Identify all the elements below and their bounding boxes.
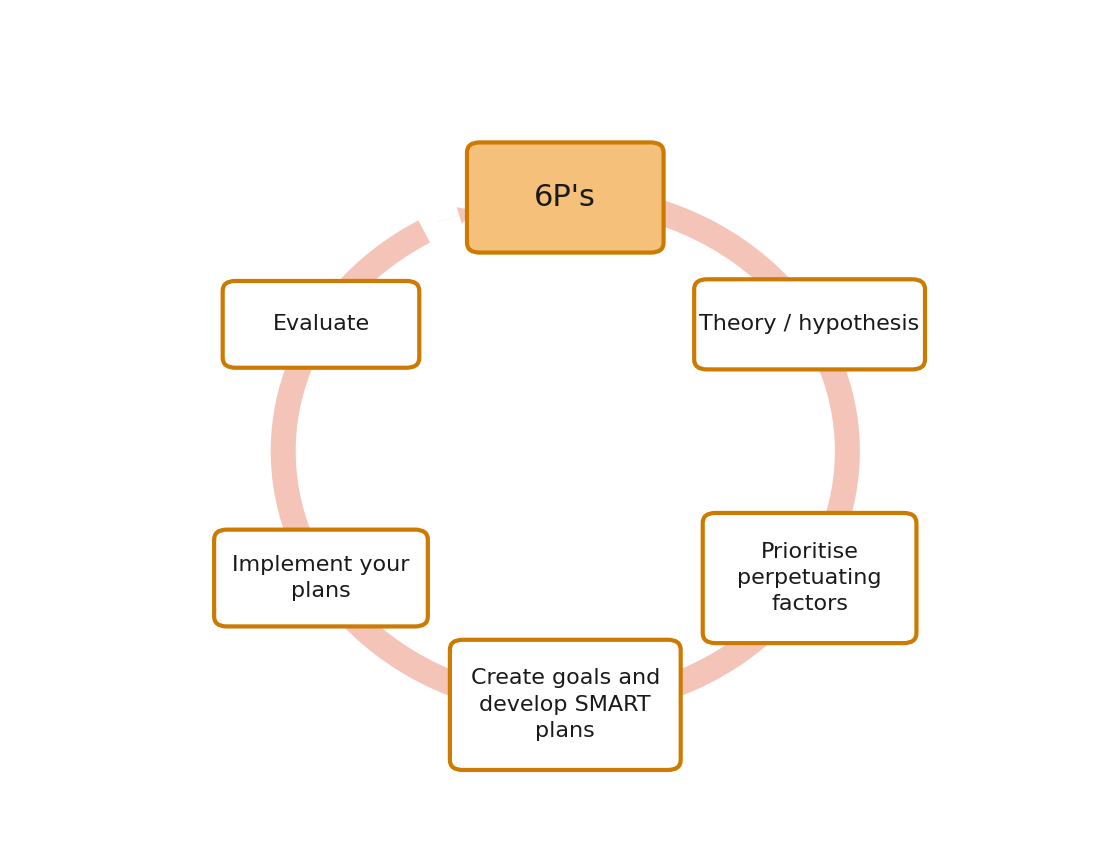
Text: 6P's: 6P's [534, 183, 597, 212]
Text: Theory / hypothesis: Theory / hypothesis [699, 315, 920, 335]
FancyBboxPatch shape [450, 640, 681, 770]
Text: Prioritise
perpetuating
factors: Prioritise perpetuating factors [737, 542, 881, 615]
FancyBboxPatch shape [694, 279, 925, 369]
Text: Implement your
plans: Implement your plans [233, 555, 409, 601]
Text: Create goals and
develop SMART
plans: Create goals and develop SMART plans [471, 668, 660, 741]
FancyBboxPatch shape [223, 281, 419, 368]
FancyBboxPatch shape [703, 513, 917, 643]
Text: Evaluate: Evaluate [272, 315, 370, 335]
FancyBboxPatch shape [467, 142, 664, 252]
FancyBboxPatch shape [214, 530, 428, 627]
